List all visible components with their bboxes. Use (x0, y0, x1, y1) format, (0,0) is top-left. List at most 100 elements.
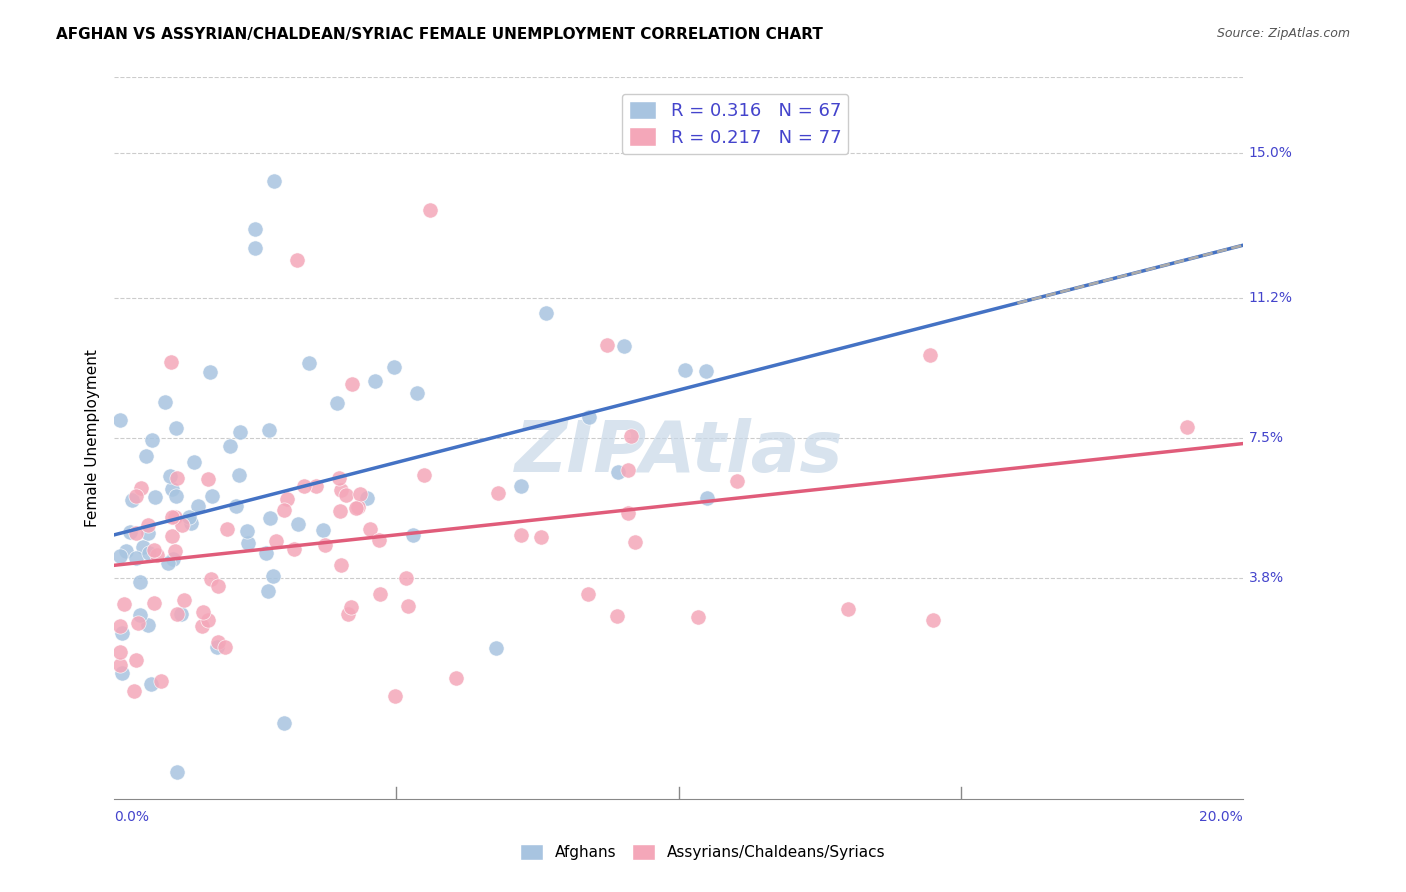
Assyrians/Chaldeans/Syriacs (143, 596, 166, 610)
Assyrians/Chaldeans/Syriacs (314, 538, 336, 552)
Assyrians/Chaldeans/Syriacs (368, 586, 391, 600)
Afghans (162, 482, 184, 496)
Assyrians/Chaldeans/Syriacs (328, 471, 350, 485)
Assyrians/Chaldeans/Syriacs (419, 203, 441, 218)
Assyrians/Chaldeans/Syriacs (165, 510, 187, 524)
Assyrians/Chaldeans/Syriacs (146, 548, 169, 562)
Assyrians/Chaldeans/Syriacs (606, 608, 628, 623)
Afghans (180, 516, 202, 530)
Afghans (136, 617, 159, 632)
Afghans (263, 173, 285, 187)
Y-axis label: Female Unemployment: Female Unemployment (86, 349, 100, 527)
Assyrians/Chaldeans/Syriacs (1175, 419, 1198, 434)
Assyrians/Chaldeans/Syriacs (444, 671, 467, 685)
Afghans (111, 666, 134, 681)
Assyrians/Chaldeans/Syriacs (620, 429, 643, 443)
Afghans (138, 526, 160, 541)
Afghans (125, 550, 148, 565)
Afghans (183, 455, 205, 469)
Afghans (162, 552, 184, 566)
Afghans (121, 492, 143, 507)
Assyrians/Chaldeans/Syriacs (486, 486, 509, 500)
Assyrians/Chaldeans/Syriacs (149, 674, 172, 689)
Assyrians/Chaldeans/Syriacs (166, 471, 188, 485)
Afghans (198, 365, 221, 379)
Afghans (186, 500, 208, 514)
Assyrians/Chaldeans/Syriacs (108, 619, 131, 633)
Afghans (509, 479, 531, 493)
Afghans (382, 359, 405, 374)
Afghans (257, 423, 280, 437)
Afghans (363, 375, 385, 389)
Assyrians/Chaldeans/Syriacs (837, 602, 859, 616)
Afghans (356, 491, 378, 505)
Afghans (259, 511, 281, 525)
Assyrians/Chaldeans/Syriacs (173, 593, 195, 607)
Assyrians/Chaldeans/Syriacs (142, 543, 165, 558)
Assyrians/Chaldeans/Syriacs (285, 252, 308, 267)
Assyrians/Chaldeans/Syriacs (160, 529, 183, 543)
Afghans (128, 608, 150, 623)
Assyrians/Chaldeans/Syriacs (292, 479, 315, 493)
Afghans (177, 510, 200, 524)
Assyrians/Chaldeans/Syriacs (108, 657, 131, 672)
Afghans (578, 409, 600, 424)
Assyrians/Chaldeans/Syriacs (170, 518, 193, 533)
Afghans (118, 524, 141, 539)
Afghans (245, 222, 267, 236)
Assyrians/Chaldeans/Syriacs (166, 607, 188, 621)
Text: 15.0%: 15.0% (1249, 146, 1292, 161)
Assyrians/Chaldeans/Syriacs (127, 615, 149, 630)
Assyrians/Chaldeans/Syriacs (342, 377, 364, 392)
Assyrians/Chaldeans/Syriacs (215, 522, 238, 536)
Assyrians/Chaldeans/Syriacs (329, 504, 352, 518)
Assyrians/Chaldeans/Syriacs (112, 597, 135, 611)
Assyrians/Chaldeans/Syriacs (125, 489, 148, 503)
Text: 11.2%: 11.2% (1249, 291, 1292, 304)
Afghans (219, 439, 242, 453)
Afghans (159, 469, 181, 483)
Afghans (143, 490, 166, 504)
Text: AFGHAN VS ASSYRIAN/CHALDEAN/SYRIAC FEMALE UNEMPLOYMENT CORRELATION CHART: AFGHAN VS ASSYRIAN/CHALDEAN/SYRIAC FEMAL… (56, 27, 823, 42)
Afghans (166, 765, 188, 780)
Assyrians/Chaldeans/Syriacs (165, 543, 187, 558)
Assyrians/Chaldeans/Syriacs (207, 579, 229, 593)
Assyrians/Chaldeans/Syriacs (349, 487, 371, 501)
Text: 0.0%: 0.0% (114, 810, 149, 824)
Assyrians/Chaldeans/Syriacs (329, 558, 352, 572)
Afghans (138, 546, 160, 560)
Assyrians/Chaldeans/Syriacs (197, 472, 219, 486)
Assyrians/Chaldeans/Syriacs (125, 653, 148, 667)
Assyrians/Chaldeans/Syriacs (576, 587, 599, 601)
Assyrians/Chaldeans/Syriacs (160, 510, 183, 524)
Afghans (613, 339, 636, 353)
Afghans (132, 540, 155, 554)
Afghans (326, 396, 349, 410)
Afghans (262, 569, 284, 583)
Text: 20.0%: 20.0% (1199, 810, 1243, 824)
Assyrians/Chaldeans/Syriacs (276, 492, 298, 507)
Afghans (229, 425, 252, 439)
Assyrians/Chaldeans/Syriacs (124, 525, 146, 540)
Assyrians/Chaldeans/Syriacs (413, 467, 436, 482)
Assyrians/Chaldeans/Syriacs (595, 338, 617, 352)
Afghans (135, 449, 157, 463)
Assyrians/Chaldeans/Syriacs (359, 522, 381, 536)
Assyrians/Chaldeans/Syriacs (395, 571, 418, 585)
Afghans (402, 528, 425, 542)
Afghans (225, 500, 247, 514)
Text: Source: ZipAtlas.com: Source: ZipAtlas.com (1216, 27, 1350, 40)
Text: 7.5%: 7.5% (1249, 431, 1284, 445)
Assyrians/Chaldeans/Syriacs (688, 609, 710, 624)
Afghans (484, 640, 506, 655)
Assyrians/Chaldeans/Syriacs (131, 481, 153, 495)
Afghans (170, 607, 193, 621)
Afghans (312, 523, 335, 537)
Assyrians/Chaldeans/Syriacs (108, 645, 131, 659)
Assyrians/Chaldeans/Syriacs (384, 690, 406, 704)
Afghans (238, 536, 260, 550)
Afghans (245, 241, 267, 255)
Afghans (298, 356, 321, 370)
Afghans (534, 305, 557, 319)
Afghans (165, 489, 187, 503)
